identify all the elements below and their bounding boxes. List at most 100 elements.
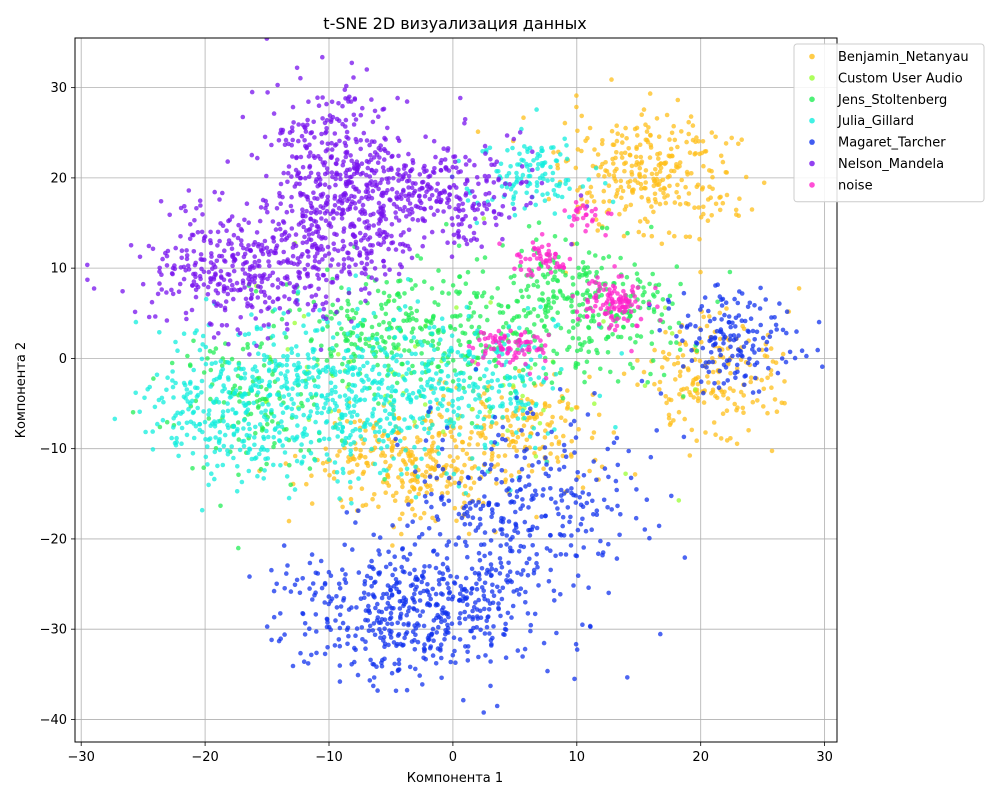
data-point <box>498 527 503 532</box>
data-point <box>251 383 256 388</box>
data-point <box>741 393 746 398</box>
data-point <box>364 460 369 466</box>
data-point <box>441 352 446 358</box>
data-point <box>682 416 687 422</box>
data-point <box>683 201 689 206</box>
data-point <box>504 185 510 190</box>
data-point <box>241 245 246 251</box>
data-point <box>476 355 481 361</box>
data-point <box>314 650 319 656</box>
data-point <box>270 299 276 305</box>
data-point <box>255 295 261 300</box>
data-point <box>578 193 584 198</box>
data-point <box>366 592 371 597</box>
data-point <box>710 387 716 393</box>
data-point <box>541 466 546 472</box>
data-point <box>513 521 518 527</box>
data-point <box>445 581 450 586</box>
data-point <box>240 439 245 444</box>
data-point <box>232 256 237 262</box>
data-point <box>368 422 373 427</box>
data-point <box>769 385 774 391</box>
data-point <box>651 209 656 215</box>
data-point <box>396 589 402 595</box>
data-point <box>440 437 446 443</box>
data-point <box>188 379 193 385</box>
data-point <box>332 131 338 136</box>
data-point <box>225 401 230 406</box>
data-point <box>687 453 693 458</box>
data-point <box>314 402 320 408</box>
data-point <box>545 178 550 183</box>
data-point <box>496 432 501 438</box>
data-point <box>340 567 345 572</box>
data-point <box>161 399 166 405</box>
data-point <box>524 287 529 293</box>
data-point <box>408 583 414 589</box>
data-point <box>457 425 463 430</box>
data-point <box>266 434 271 440</box>
data-point <box>416 623 421 628</box>
data-point <box>369 275 375 281</box>
data-point <box>412 567 417 573</box>
data-point <box>754 329 760 335</box>
data-point <box>406 173 412 179</box>
data-point <box>721 341 726 346</box>
data-point <box>583 138 588 144</box>
data-point <box>481 542 487 547</box>
data-point <box>705 218 711 223</box>
data-point <box>308 150 313 155</box>
data-point <box>221 289 227 294</box>
data-point <box>709 130 715 135</box>
data-point <box>344 337 349 343</box>
data-point <box>294 344 299 349</box>
data-point <box>526 482 532 488</box>
data-point <box>322 600 328 605</box>
data-point <box>409 255 415 261</box>
data-point <box>213 346 219 351</box>
data-point <box>471 290 477 296</box>
data-point <box>634 333 640 339</box>
data-point <box>474 257 480 262</box>
data-point <box>334 116 340 122</box>
data-point <box>413 351 418 357</box>
data-point <box>249 295 254 301</box>
data-point <box>554 630 559 636</box>
data-point <box>377 344 382 350</box>
data-point <box>270 219 276 224</box>
data-point <box>482 391 487 396</box>
data-point <box>249 312 254 317</box>
data-point <box>427 399 433 405</box>
data-point <box>693 387 698 392</box>
data-point <box>557 399 562 405</box>
data-point <box>473 503 479 508</box>
data-point <box>165 248 171 254</box>
data-point <box>371 594 377 599</box>
data-point <box>246 220 251 225</box>
data-point <box>262 396 268 402</box>
data-point <box>383 459 388 465</box>
data-point <box>214 258 220 264</box>
data-point <box>267 295 272 301</box>
data-point <box>513 509 518 515</box>
data-point <box>504 542 509 547</box>
data-point <box>713 201 719 207</box>
data-point <box>419 351 424 356</box>
data-point <box>429 491 434 497</box>
data-point <box>441 278 446 284</box>
data-point <box>501 632 506 637</box>
data-point <box>285 563 290 568</box>
data-point <box>674 190 679 195</box>
data-point <box>563 272 568 278</box>
data-point <box>368 152 373 158</box>
data-point <box>514 587 520 593</box>
data-point <box>542 445 548 450</box>
data-point <box>217 429 223 435</box>
data-point <box>353 262 358 268</box>
data-point <box>655 289 660 295</box>
data-point <box>478 342 484 348</box>
data-point <box>410 158 416 163</box>
data-point <box>489 457 495 462</box>
data-point <box>531 158 536 163</box>
data-point <box>560 523 565 529</box>
